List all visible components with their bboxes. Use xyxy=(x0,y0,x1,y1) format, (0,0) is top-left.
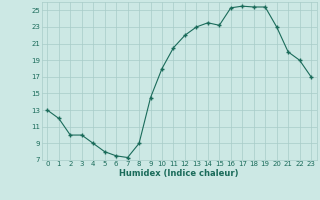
X-axis label: Humidex (Indice chaleur): Humidex (Indice chaleur) xyxy=(119,169,239,178)
